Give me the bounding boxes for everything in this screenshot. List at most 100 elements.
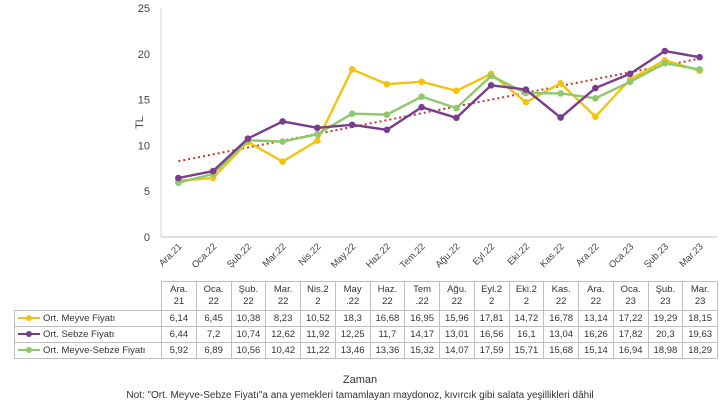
data-point — [175, 179, 182, 187]
data-point — [348, 121, 356, 129]
table-cell: 11,7 — [369, 326, 406, 343]
legend-label: Ort. Meyve Fiyatı — [43, 313, 116, 324]
data-point — [348, 66, 356, 73]
table-header-cell: Mar. 22 — [265, 281, 301, 311]
x-tick-label: Mar.22 — [260, 241, 288, 269]
table-cell: 17,59 — [473, 342, 510, 359]
table-header-text: 22 — [277, 296, 289, 307]
x-tick-label: Haz.22 — [364, 241, 393, 270]
table-cell: 15,14 — [578, 342, 614, 359]
table-cell: 17,81 — [473, 310, 510, 327]
legend-key-icon — [18, 329, 40, 339]
data-point — [557, 114, 564, 121]
data-point — [661, 59, 669, 67]
table-header-row: Ara. 21 Oca. 22 Şub. 22 Mar. 22 Nis.2 2 May .22 Haz.… — [14, 281, 718, 311]
table-header-cell: May .22 — [334, 281, 371, 311]
table-cell: 10,38 — [230, 310, 267, 327]
table-cell: 15,71 — [508, 342, 545, 359]
table-row: Ort. Meyve-Sebze Fiyatı 5,92 6,89 10,56 10,4… — [14, 342, 718, 359]
table-cell: 14,72 — [508, 310, 545, 327]
series-lines — [175, 47, 703, 187]
data-point — [592, 113, 599, 120]
data-point — [696, 66, 703, 73]
table-cell: 10,56 — [230, 342, 267, 359]
legend-label: Ort. Sebze Fiyatı — [43, 329, 115, 340]
legend-label: Ort. Meyve-Sebze Fiyatı — [43, 345, 146, 356]
table-header-cell: Nis.2 2 — [300, 281, 336, 311]
table-header-text: Oca. — [620, 284, 641, 295]
table-cell: 17,82 — [612, 326, 649, 343]
table-header-text: Şub. — [238, 284, 259, 295]
table-header-text: Mar. — [690, 284, 710, 295]
x-tick-label: Ara.21 — [157, 241, 185, 269]
table-header-text: Ara. — [587, 284, 605, 295]
data-point — [487, 72, 495, 80]
legend-entry: Ort. Meyve-Sebze Fiyatı — [14, 342, 162, 359]
table-cell: 16,1 — [508, 326, 545, 343]
data-point — [626, 70, 634, 78]
table-header-text: 22 — [555, 296, 567, 307]
table-cell: 10,74 — [230, 326, 267, 343]
table-header-cell: Oca. 22 — [195, 281, 232, 311]
table-cell: 16,26 — [578, 326, 614, 343]
table-header-cell: Şub. 22 — [230, 281, 267, 311]
y-tick-label: 25 — [138, 3, 150, 15]
table-header-text: Tem — [413, 284, 432, 295]
legend-key-dot — [26, 315, 32, 322]
table-cell: 12,25 — [334, 326, 371, 343]
data-point — [592, 84, 599, 92]
data-point — [453, 87, 460, 95]
table-cell: 7,2 — [195, 326, 232, 343]
table-cell: 6,44 — [161, 326, 197, 343]
table-cell: 15,32 — [404, 342, 440, 359]
x-tick-label: Oca.23 — [607, 241, 636, 270]
table-header-cell: Ağu. 22 — [439, 281, 475, 311]
table-header-cell: Eyl.2 2 — [473, 281, 510, 311]
data-point — [557, 90, 564, 97]
table-header-cell: Mar. 23 — [682, 281, 718, 311]
data-point — [279, 138, 286, 145]
table-cell: 19,63 — [682, 326, 718, 343]
footnote: Not: "Ort. Meyve-Sebze Fiyatı"a ana yeme… — [126, 390, 594, 401]
table-header-text: .22 — [346, 296, 360, 307]
table-header-text: Ara. — [170, 284, 188, 295]
table-cell: 14,07 — [439, 342, 475, 359]
table-cell: 10,52 — [300, 310, 336, 327]
data-point — [279, 158, 286, 165]
legend-entry: Ort. Sebze Fiyatı — [14, 326, 162, 343]
y-tick-label: 5 — [144, 186, 150, 198]
table-cell: 10,42 — [265, 342, 301, 359]
data-table: Ara. 21 Oca. 22 Şub. 22 Mar. 22 Nis.2 2 May .22 Haz.… — [14, 281, 718, 359]
table-header-text: Şub. — [655, 284, 676, 295]
data-point — [279, 118, 286, 125]
table-cell: 6,45 — [195, 310, 232, 327]
table-cell: 19,29 — [647, 310, 684, 327]
table-cell: 13,14 — [578, 310, 614, 327]
table-header-text: Haz. — [377, 284, 398, 295]
x-tick-label: Nis.22 — [297, 241, 324, 268]
table-header-text: .22 — [415, 296, 429, 307]
data-point — [314, 124, 321, 132]
table-cell: 12,62 — [265, 326, 301, 343]
table-cell: 13,01 — [439, 326, 475, 343]
x-tick-label: Eyl.22 — [471, 241, 497, 267]
legend-key-dot — [26, 347, 32, 354]
data-point — [418, 93, 425, 100]
data-point — [592, 95, 599, 102]
table-row: Ort. Meyve Fiyatı 6,14 6,45 10,38 8,23 10,52 1… — [14, 310, 718, 327]
table-header-cell: Şub. 23 — [647, 281, 684, 311]
table-header-cell: Oca. 23 — [612, 281, 649, 311]
table-cell: 13,36 — [369, 342, 406, 359]
table-header-text: Nis.2 — [307, 284, 329, 295]
y-tick-label: 0 — [144, 232, 150, 244]
series-line — [178, 59, 700, 182]
table-cell: 8,23 — [265, 310, 301, 327]
x-tick-label: Kas.22 — [538, 241, 567, 270]
y-tick-label: 20 — [138, 49, 150, 61]
table-header-text: 22 — [243, 296, 254, 307]
line-chart: 0 5 10 15 20 25 TL Ara.21 Oca.22 Şub.22 Mar.22 Nis.… — [134, 3, 717, 271]
chart-axes — [160, 8, 717, 238]
table-cell: 16,68 — [369, 310, 406, 327]
data-point — [453, 104, 460, 112]
x-tick-label: Şub.23 — [642, 241, 671, 270]
